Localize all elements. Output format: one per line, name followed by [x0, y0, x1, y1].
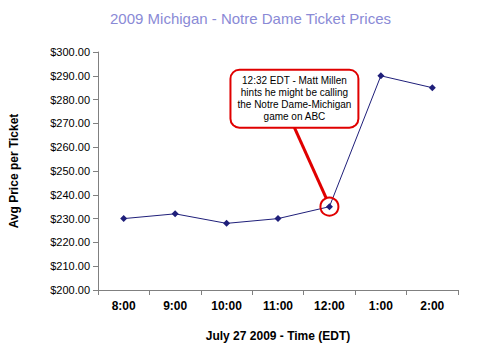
svg-text:game on ABC: game on ABC	[264, 111, 326, 122]
svg-text:$250.00: $250.00	[50, 165, 90, 177]
svg-text:2:00: 2:00	[420, 299, 444, 313]
svg-text:11:00: 11:00	[263, 299, 293, 313]
svg-text:$240.00: $240.00	[50, 189, 90, 201]
svg-text:$300.00: $300.00	[50, 46, 90, 58]
svg-text:$280.00: $280.00	[50, 94, 90, 106]
svg-text:the Notre Dame-Michigan: the Notre Dame-Michigan	[237, 99, 351, 110]
svg-text:$220.00: $220.00	[50, 236, 90, 248]
svg-text:hints he might be calling: hints he might be calling	[241, 87, 348, 98]
svg-text:Avg Price per Ticket: Avg Price per Ticket	[7, 114, 21, 229]
svg-text:1:00: 1:00	[369, 299, 393, 313]
svg-text:2009 Michigan - Notre Dame Tic: 2009 Michigan - Notre Dame Ticket Prices	[110, 10, 391, 27]
svg-text:9:00: 9:00	[163, 299, 187, 313]
svg-text:$270.00: $270.00	[50, 117, 90, 129]
svg-text:12:32 EDT - Matt Millen: 12:32 EDT - Matt Millen	[242, 75, 347, 86]
svg-text:$290.00: $290.00	[50, 70, 90, 82]
svg-text:July 27 2009 - Time (EDT): July 27 2009 - Time (EDT)	[206, 329, 351, 343]
svg-text:8:00: 8:00	[112, 299, 136, 313]
svg-text:$210.00: $210.00	[50, 260, 90, 272]
svg-text:$260.00: $260.00	[50, 141, 90, 153]
svg-text:$230.00: $230.00	[50, 213, 90, 225]
svg-text:10:00: 10:00	[211, 299, 242, 313]
svg-text:$200.00: $200.00	[50, 284, 90, 296]
svg-text:12:00: 12:00	[314, 299, 345, 313]
